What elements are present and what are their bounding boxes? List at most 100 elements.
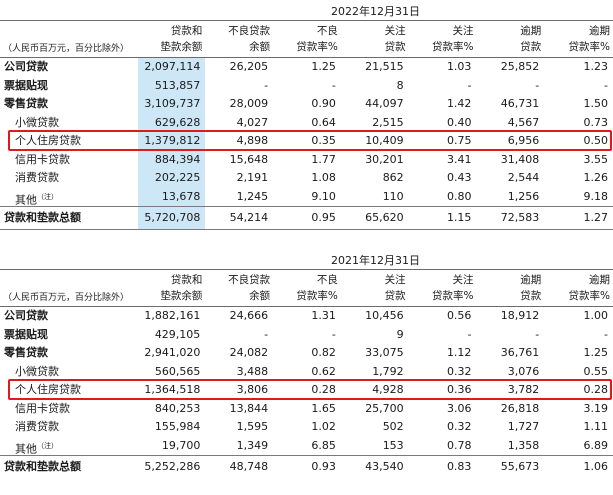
cell: 1.23 — [544, 58, 613, 77]
cell: - — [408, 76, 477, 95]
table-row: 消费贷款 155,984 1,595 1.02 502 0.32 1,727 1… — [0, 418, 613, 437]
unit-note: （人民币百万元，百分比除外） — [3, 293, 130, 303]
cell: 0.36 — [408, 381, 477, 400]
cell: 43,540 — [340, 456, 409, 478]
col-header-special-mention-ratio: 关注 贷款率% — [431, 25, 474, 53]
cell: 1,792 — [340, 362, 409, 381]
col-header-special-mention: 关注 贷款 — [384, 25, 406, 53]
cell: 26,205 — [205, 58, 274, 77]
cell: 0.35 — [273, 132, 341, 151]
cell: 1.03 — [408, 58, 477, 77]
cell: 1.26 — [544, 169, 613, 188]
table-row: 个人住房贷款 1,364,518 3,806 0.28 4,928 0.36 3… — [0, 381, 613, 400]
cell: 4,567 — [476, 113, 545, 132]
cell: 3,109,737 — [137, 95, 206, 114]
cell: 6.89 — [544, 436, 613, 455]
year-header: 2022年12月31日 — [0, 4, 613, 21]
cell: - — [273, 325, 341, 344]
cell: 2,544 — [476, 169, 545, 188]
cell: 0.75 — [408, 132, 477, 151]
year-label: 2021年12月31日 — [331, 254, 420, 267]
col-header-loan-balance: 贷款和 垫款余额 — [160, 274, 203, 302]
cell: 1,358 — [476, 436, 545, 455]
cell: 1,245 — [205, 187, 274, 206]
cell: 513,857 — [137, 76, 206, 95]
cell: 55,673 — [476, 456, 545, 478]
cell: 2,191 — [205, 169, 274, 188]
col-header-loan-balance: 贷款和 垫款余额 — [160, 25, 203, 53]
cell: - — [273, 76, 341, 95]
cell: 1.00 — [544, 307, 613, 326]
table-row: 零售贷款 2,941,020 24,082 0.82 33,075 1.12 3… — [0, 344, 613, 363]
column-headers: （人民币百万元，百分比除外） 贷款和 垫款余额 不良贷款 余额 不良 贷款率% 关注贷… — [0, 270, 613, 307]
cell: 1.42 — [408, 95, 477, 114]
cell: 10,409 — [340, 132, 409, 151]
cell: 13,678 — [137, 187, 206, 206]
cell: - — [544, 76, 613, 95]
cell: 0.78 — [408, 436, 477, 455]
row-label: 小微贷款 — [15, 115, 59, 129]
row-label: 信用卡贷款 — [15, 152, 70, 166]
cell: - — [205, 76, 274, 95]
cell: 3.06 — [408, 399, 477, 418]
table-row: 个人住房贷款 1,379,812 4,898 0.35 10,409 0.75 … — [0, 132, 613, 151]
cell: 0.73 — [544, 113, 613, 132]
cell: 1.25 — [544, 344, 613, 363]
cell: 25,700 — [340, 399, 409, 418]
col-header-npl-balance: 不良贷款 余额 — [228, 274, 271, 302]
table-row: 信用卡贷款 840,253 13,844 1.65 25,700 3.06 26… — [0, 399, 613, 418]
cell: 33,075 — [340, 344, 409, 363]
cell: 0.95 — [273, 207, 341, 229]
row-label: 贷款和垫款总额 — [4, 460, 81, 473]
footnote-marker: （注） — [37, 441, 58, 450]
cell: 1.25 — [273, 58, 341, 77]
cell: 3,782 — [476, 381, 545, 400]
cell: 202,225 — [137, 169, 206, 188]
col-header-special-mention: 关注 贷款 — [384, 274, 406, 302]
cell: 13,844 — [205, 399, 274, 418]
unit-note: （人民币百万元，百分比除外） — [3, 44, 130, 54]
table-row: 票据贴现 513,857 - - 8 - - - — [0, 76, 613, 95]
column-headers: （人民币百万元，百分比除外） 贷款和 垫款余额 不良贷款 余额 不良 贷款率% 关注贷… — [0, 21, 613, 58]
total-row: 贷款和垫款总额 5,720,708 54,214 0.95 65,620 1.1… — [0, 207, 613, 229]
cell: 0.55 — [544, 362, 613, 381]
cell: 1.27 — [544, 207, 613, 229]
cell: 1.65 — [273, 399, 341, 418]
cell: 110 — [340, 187, 409, 206]
cell: 0.90 — [273, 95, 341, 114]
cell: 1,727 — [476, 418, 545, 437]
cell: 502 — [340, 418, 409, 437]
cell: 0.40 — [408, 113, 477, 132]
col-header-overdue: 逾期 贷款 — [520, 274, 542, 302]
cell: 4,027 — [205, 113, 274, 132]
cell: 1.31 — [273, 307, 341, 326]
cell: 1,364,518 — [137, 381, 206, 400]
table-row: 票据贴现 429,105 - - 9 - - - — [0, 325, 613, 344]
cell: 10,456 — [340, 307, 409, 326]
cell: 0.32 — [408, 362, 477, 381]
row-label: 消费贷款 — [15, 171, 59, 184]
cell: 0.32 — [408, 418, 477, 437]
row-label: 票据贴现 — [4, 327, 48, 341]
col-header-npl-ratio: 不良 贷款率% — [296, 274, 338, 302]
cell: 1,349 — [205, 436, 274, 455]
cell: 6,956 — [476, 132, 545, 151]
cell: 0.28 — [273, 381, 341, 400]
cell: 0.80 — [408, 187, 477, 206]
cell: 54,214 — [205, 207, 274, 229]
cell: 560,565 — [137, 362, 206, 381]
row-label: 个人住房贷款 — [15, 134, 81, 147]
cell: 0.93 — [273, 456, 341, 478]
row-label: 其他（注） — [15, 441, 58, 456]
cell: 48,748 — [205, 456, 274, 478]
cell: 21,515 — [340, 58, 409, 77]
row-label: 小微贷款 — [15, 364, 59, 378]
cell: 2,515 — [340, 113, 409, 132]
cell: 19,700 — [137, 436, 206, 455]
table-body: 公司贷款 2,097,114 26,205 1.25 21,515 1.03 2… — [0, 58, 613, 206]
cell: - — [544, 325, 613, 344]
row-label: 票据贴现 — [4, 78, 48, 92]
cell: 1.12 — [408, 344, 477, 363]
table-row: 信用卡贷款 884,394 15,648 1.77 30,201 3.41 31… — [0, 150, 613, 169]
table-2022: 2022年12月31日 （人民币百万元，百分比除外） 贷款和 垫款余额 不良贷款余… — [0, 4, 613, 230]
